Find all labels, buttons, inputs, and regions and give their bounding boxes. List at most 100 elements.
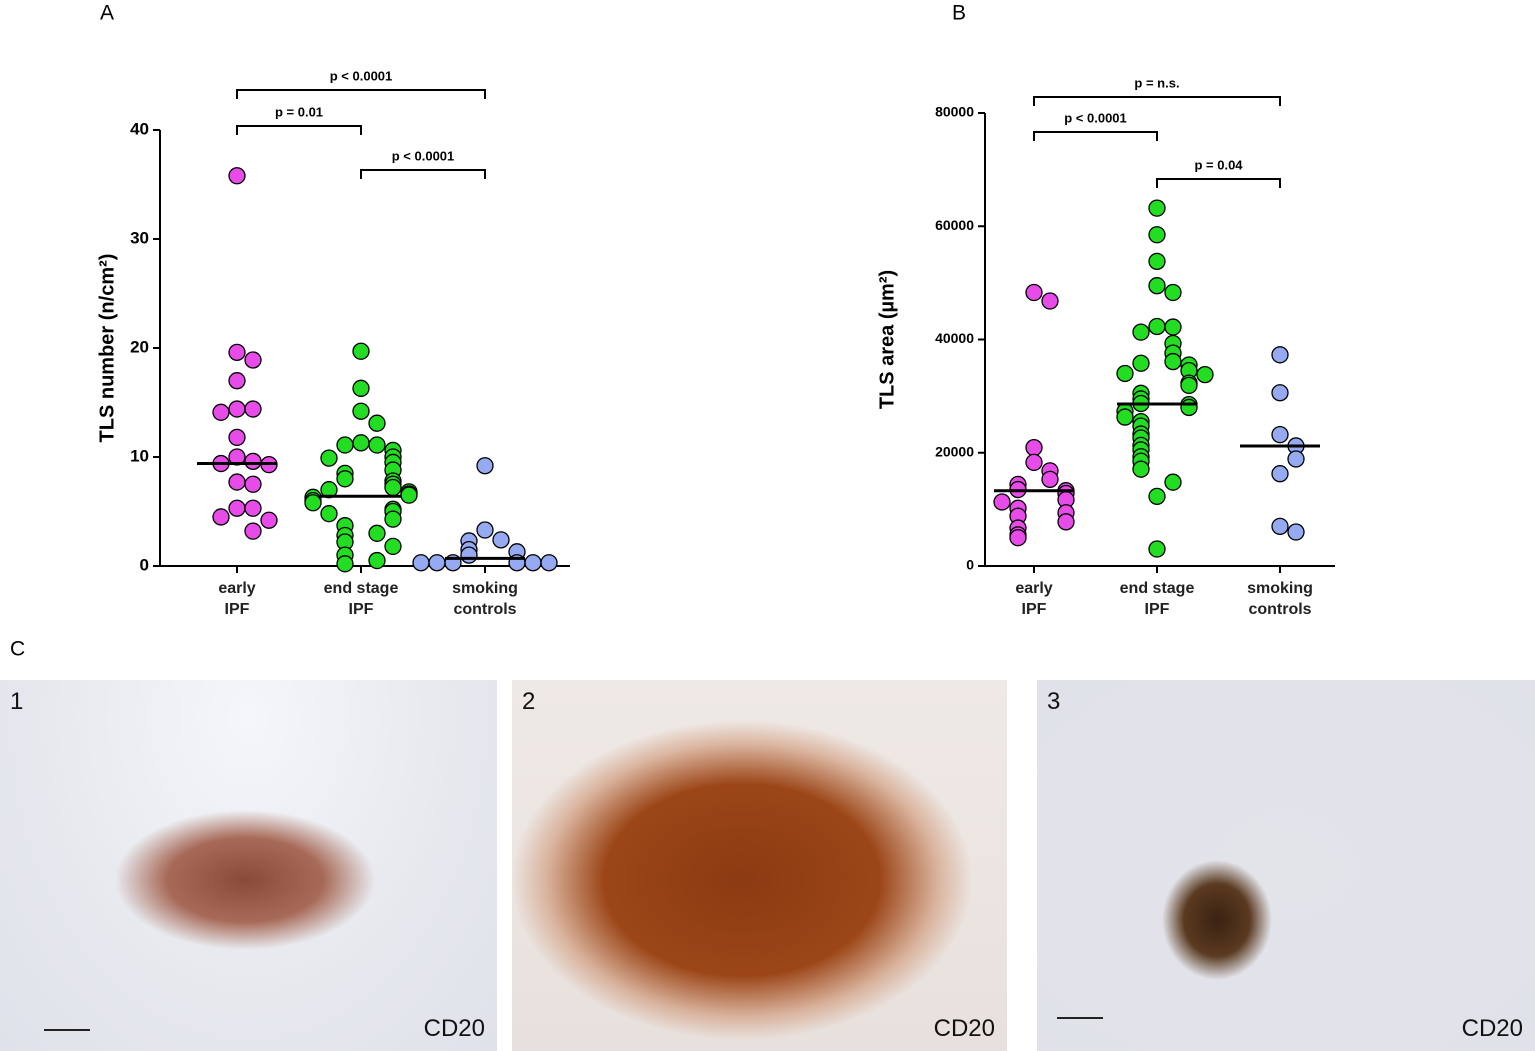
data-point: [1025, 283, 1043, 302]
p-value-label: p = 0.04: [1194, 157, 1243, 172]
x-tick-label: smoking controls: [1247, 580, 1313, 618]
data-point: [244, 499, 262, 517]
data-point: [1180, 376, 1198, 395]
data-point: [1057, 513, 1075, 531]
image-number: 1: [10, 688, 24, 715]
data-point: [1025, 439, 1043, 457]
data-point: [1164, 283, 1182, 302]
data-point: [524, 554, 542, 572]
data-point: [212, 403, 230, 421]
data-point: [1132, 354, 1150, 372]
panel-label: B: [952, 2, 966, 25]
data-point: [1116, 364, 1134, 383]
data-point: [1148, 317, 1166, 336]
y-tick-label: 0: [140, 555, 149, 574]
data-point: [352, 342, 370, 360]
data-point: [1116, 408, 1134, 426]
y-tick-label: 40: [130, 119, 149, 138]
data-point: [352, 379, 370, 397]
y-tick-label: 20000: [935, 443, 974, 459]
p-value-label: p < 0.0001: [330, 68, 393, 83]
data-point: [352, 402, 370, 420]
x-tick-label: early IPF: [1015, 580, 1053, 618]
x-tick-label: smoking controls: [452, 580, 518, 618]
data-point: [476, 521, 494, 539]
data-point: [1196, 365, 1214, 384]
y-tick-label: 60000: [935, 217, 974, 233]
data-point: [336, 436, 354, 454]
scale-bar: [1057, 1017, 1103, 1019]
y-tick-label: 20: [130, 337, 149, 356]
data-point: [476, 457, 494, 475]
data-point: [212, 508, 230, 526]
y-axis-label: TLS number (n/cm²): [96, 254, 118, 443]
image-number: 2: [522, 688, 536, 715]
stain-label: CD20: [423, 1015, 485, 1042]
data-point: [1287, 450, 1305, 468]
data-point: [336, 555, 354, 573]
significance-bracket: [236, 125, 362, 135]
data-point: [1164, 473, 1182, 491]
y-tick-label: 10: [130, 446, 149, 465]
data-point: [1148, 226, 1166, 244]
data-point: [460, 546, 478, 564]
data-point: [1271, 425, 1289, 444]
data-point: [1148, 252, 1166, 271]
data-point: [384, 537, 402, 556]
data-point: [368, 524, 386, 542]
data-point: [428, 554, 446, 572]
data-point: [1025, 453, 1043, 472]
data-point: [368, 551, 386, 570]
data-point: [1009, 529, 1027, 547]
data-point: [1180, 398, 1198, 417]
data-point: [228, 400, 246, 418]
data-point: [228, 372, 246, 390]
data-point: [384, 510, 402, 528]
data-point: [368, 414, 386, 432]
data-point: [412, 554, 430, 572]
panel-label: A: [100, 2, 114, 25]
charts: A B C 0 10 20 30 40 TLS number (n/cm²) p < 0.0…: [10, 2, 1335, 661]
p-value-label: p < 0.0001: [1064, 110, 1127, 125]
y-tick-label: 80000: [935, 104, 974, 120]
data-point: [244, 475, 262, 493]
data-point: [352, 434, 370, 452]
data-point: [1148, 277, 1166, 295]
data-point: [492, 531, 510, 549]
histology-image: 2 CD20: [512, 680, 1007, 1051]
data-point: [1148, 487, 1166, 506]
data-point: [400, 486, 418, 504]
stain-label: CD20: [1461, 1015, 1523, 1042]
data-point: [1271, 465, 1289, 483]
data-point: [1164, 352, 1182, 371]
data-point: [1271, 346, 1289, 364]
p-value-label: p = 0.01: [275, 104, 323, 119]
data-point: [1287, 523, 1305, 541]
significance-bracket: [360, 169, 486, 179]
data-point: [244, 400, 262, 418]
significance-bracket: [1033, 131, 1158, 141]
data-point: [1148, 199, 1166, 217]
data-point: [1271, 384, 1289, 402]
x-tick-label: early IPF: [218, 580, 256, 618]
p-value-label: p < 0.0001: [392, 148, 455, 163]
data-point: [1164, 318, 1182, 336]
data-point: [228, 167, 246, 185]
data-point: [260, 511, 278, 529]
data-point: [304, 494, 322, 512]
y-tick-label: 30: [130, 228, 149, 247]
p-value-label: p = n.s.: [1134, 75, 1179, 90]
data-point: [1132, 460, 1150, 478]
data-point: [384, 478, 402, 497]
y-tick-label: 40000: [935, 330, 974, 346]
data-point: [1041, 470, 1059, 489]
data-point: [228, 428, 246, 447]
panel-label: C: [10, 638, 25, 661]
data-point: [993, 493, 1011, 511]
data-point: [244, 351, 262, 369]
y-tick-label: 0: [966, 557, 974, 573]
x-tick-label: end stage IPF: [1119, 580, 1195, 618]
histology-image: 3 CD20: [1037, 680, 1535, 1051]
data-point: [228, 343, 246, 362]
